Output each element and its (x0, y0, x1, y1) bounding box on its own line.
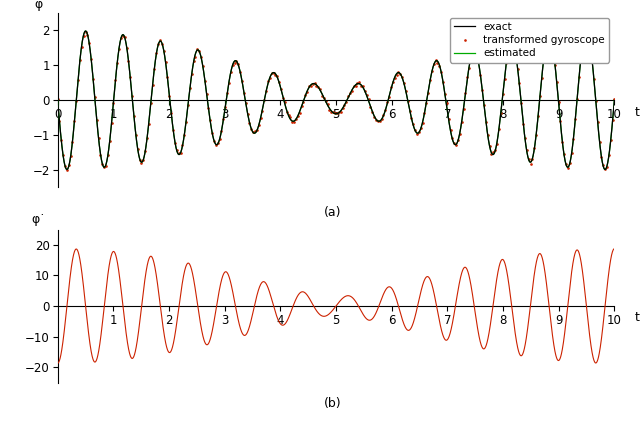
Text: (b): (b) (324, 397, 342, 410)
Text: φ˙: φ˙ (31, 213, 45, 227)
estimated (611, 97, 618, 102)
Text: t: t (634, 106, 639, 119)
exact (82, 28, 90, 34)
transformed gyroscope (56, 119, 63, 124)
Text: φ: φ (34, 0, 42, 11)
Legend: exact, transformed gyroscope, estimated: exact, transformed gyroscope, estimated (450, 18, 609, 62)
estimated (82, 28, 90, 34)
estimated (54, 97, 61, 102)
transformed gyroscope (582, 26, 590, 31)
transformed gyroscope (63, 167, 71, 172)
estimated (63, 167, 71, 172)
estimated (255, 121, 263, 126)
Line: transformed gyroscope: transformed gyroscope (56, 28, 616, 171)
estimated (467, 57, 474, 62)
exact (467, 57, 474, 62)
estimated (408, 116, 415, 121)
estimated (497, 115, 504, 120)
estimated (82, 28, 90, 34)
transformed gyroscope (611, 96, 618, 102)
exact (383, 101, 391, 106)
exact (63, 167, 71, 172)
transformed gyroscope (560, 151, 568, 156)
transformed gyroscope (396, 71, 404, 76)
exact (54, 97, 61, 102)
Line: estimated: estimated (58, 31, 614, 170)
Text: (a): (a) (324, 206, 342, 219)
exact (255, 121, 263, 126)
exact (611, 97, 618, 102)
exact (82, 28, 90, 34)
transformed gyroscope (54, 97, 61, 102)
Line: exact: exact (58, 31, 614, 170)
estimated (383, 101, 391, 106)
exact (408, 116, 415, 121)
exact (497, 115, 504, 120)
transformed gyroscope (525, 156, 532, 162)
Text: t: t (634, 311, 639, 323)
transformed gyroscope (387, 84, 395, 89)
transformed gyroscope (385, 94, 393, 99)
